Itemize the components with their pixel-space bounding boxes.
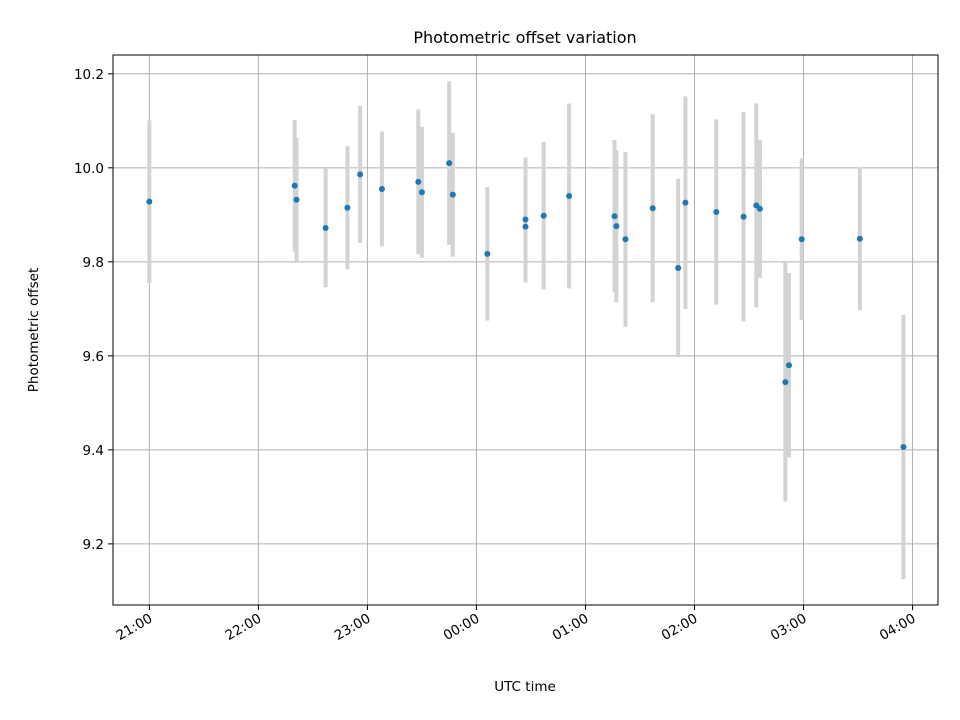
data-point — [900, 444, 907, 451]
y-tick-label: 9.6 — [83, 349, 104, 365]
y-tick-label: 9.8 — [83, 255, 104, 271]
y-axis: 9.2 9.4 9.6 9.8 10.0 10.2 — [74, 67, 113, 553]
data-point — [622, 236, 629, 243]
data-point — [782, 379, 789, 386]
data-point — [856, 235, 863, 242]
data-point — [446, 160, 453, 167]
data-point — [682, 199, 689, 206]
data-point — [484, 250, 491, 257]
y-tick-label: 9.4 — [83, 443, 104, 459]
grid — [113, 55, 938, 605]
data-point — [649, 205, 656, 212]
plot-frame — [112, 54, 939, 606]
data-point — [449, 191, 456, 198]
data-point — [344, 204, 351, 211]
data-point — [522, 216, 529, 223]
data-point — [322, 224, 329, 231]
chart-title: Photometric offset variation — [413, 28, 636, 47]
data-point — [378, 185, 385, 192]
data-point — [291, 182, 298, 189]
data-point — [357, 171, 364, 178]
data-point — [540, 212, 547, 219]
y-tick-label: 9.2 — [83, 537, 104, 553]
y-axis-label: Photometric offset — [26, 268, 42, 392]
data-point — [785, 362, 792, 369]
y-tick-label: 10.2 — [74, 67, 104, 83]
data-points — [146, 160, 907, 451]
data-point — [146, 198, 153, 205]
data-point — [613, 223, 620, 230]
data-point — [293, 196, 300, 203]
data-point — [740, 213, 747, 220]
data-point — [522, 223, 529, 230]
data-point — [418, 189, 425, 196]
data-point — [415, 178, 422, 185]
x-axis-label: UTC time — [494, 679, 556, 695]
data-point — [675, 264, 682, 271]
y-tick-label: 10.0 — [74, 161, 104, 177]
data-point — [798, 236, 805, 243]
data-point — [566, 193, 573, 200]
data-point — [756, 205, 763, 212]
data-point — [713, 209, 720, 216]
data-point — [611, 213, 618, 220]
